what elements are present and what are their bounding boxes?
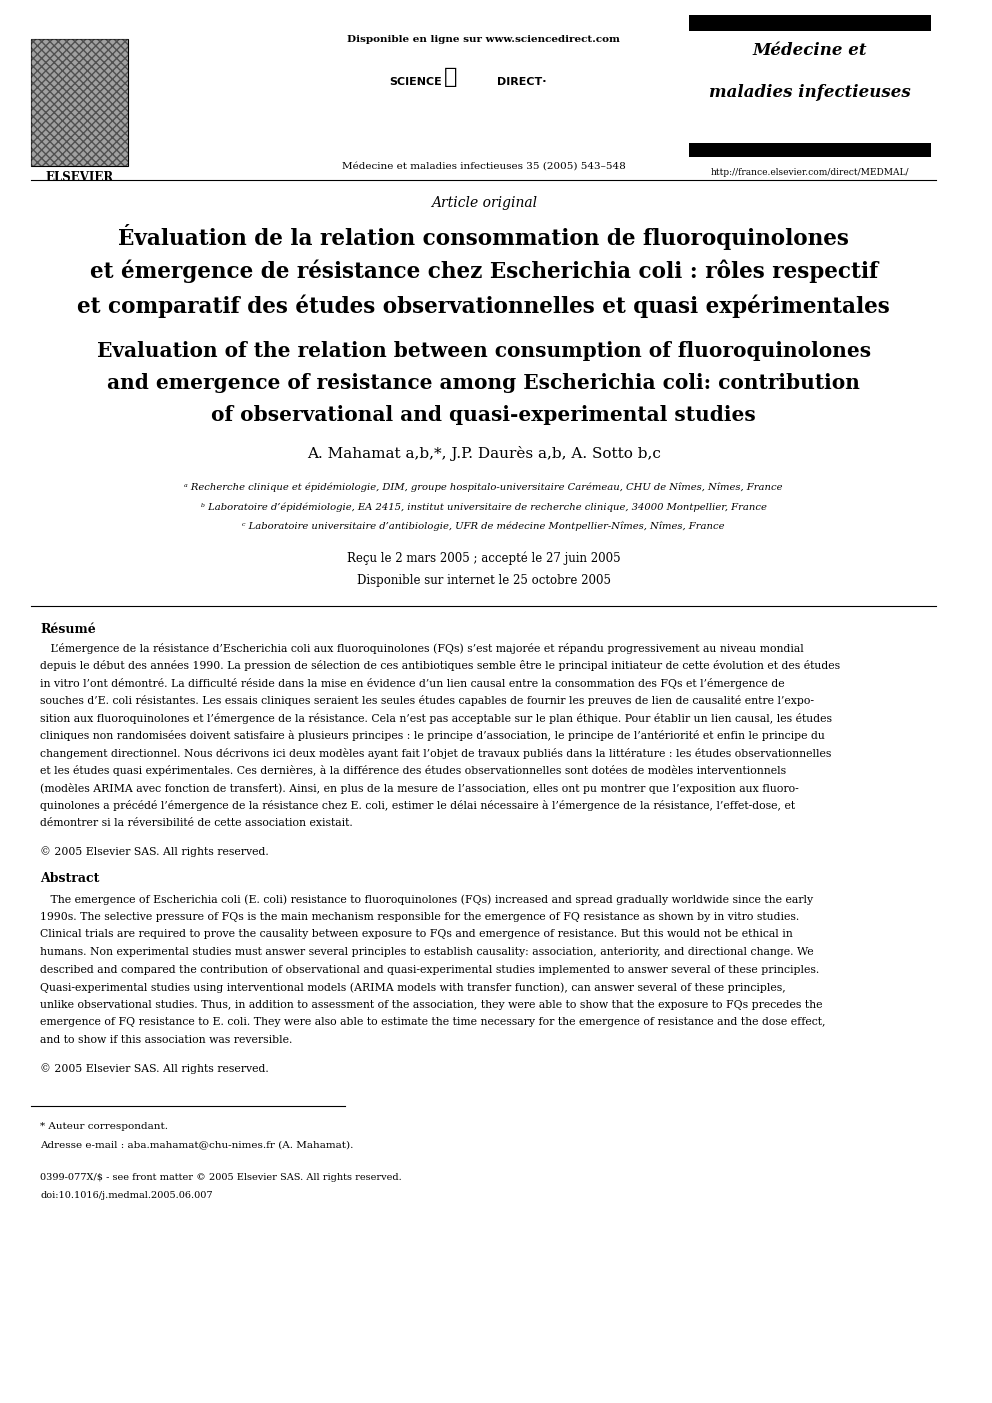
Text: A. Mahamat a,b,*, J.P. Daurès a,b, A. Sotto b,c: A. Mahamat a,b,*, J.P. Daurès a,b, A. So… xyxy=(307,446,661,462)
Text: sition aux fluoroquinolones et l’émergence de la résistance. Cela n’est pas acce: sition aux fluoroquinolones et l’émergen… xyxy=(41,713,832,724)
Text: Médecine et maladies infectieuses 35 (2005) 543–548: Médecine et maladies infectieuses 35 (20… xyxy=(342,161,626,170)
Text: SCIENCE: SCIENCE xyxy=(389,77,442,87)
Text: depuis le début des années 1990. La pression de sélection de ces antibiotiques s: depuis le début des années 1990. La pres… xyxy=(41,661,840,671)
Text: cliniques non randomisées doivent satisfaire à plusieurs principes : le principe: cliniques non randomisées doivent satisf… xyxy=(41,730,825,741)
Text: humans. Non experimental studies must answer several principles to establish cau: humans. Non experimental studies must an… xyxy=(41,947,814,957)
Text: Abstract: Abstract xyxy=(41,873,100,885)
Text: ᶜ Laboratoire universitaire d’antibiologie, UFR de médecine Montpellier-Nîmes, N: ᶜ Laboratoire universitaire d’antibiolog… xyxy=(242,522,725,532)
Text: and to show if this association was reversible.: and to show if this association was reve… xyxy=(41,1035,293,1045)
Bar xyxy=(31,39,128,166)
Text: souches d’E. coli résistantes. Les essais cliniques seraient les seules études c: souches d’E. coli résistantes. Les essai… xyxy=(41,696,814,706)
Text: Article original: Article original xyxy=(431,196,537,210)
Text: © 2005 Elsevier SAS. All rights reserved.: © 2005 Elsevier SAS. All rights reserved… xyxy=(41,847,269,857)
Text: emergence of FQ resistance to E. coli. They were also able to estimate the time : emergence of FQ resistance to E. coli. T… xyxy=(41,1017,826,1027)
Text: and emergence of resistance among Escherichia coli: contribution: and emergence of resistance among Escher… xyxy=(107,373,860,393)
Text: Adresse e-mail : aba.mahamat@chu-nimes.fr (A. Mahamat).: Adresse e-mail : aba.mahamat@chu-nimes.f… xyxy=(41,1141,354,1149)
Text: L’émergence de la résistance d’Escherichia coli aux fluoroquinolones (FQs) s’est: L’émergence de la résistance d’Escherich… xyxy=(41,643,805,654)
Text: 1990s. The selective pressure of FQs is the main mechanism responsible for the e: 1990s. The selective pressure of FQs is … xyxy=(41,912,800,922)
Text: described and compared the contribution of observational and quasi-experimental : described and compared the contribution … xyxy=(41,965,819,975)
Text: (modèles ARIMA avec fonction de transfert). Ainsi, en plus de la mesure de l’ass: (modèles ARIMA avec fonction de transfer… xyxy=(41,783,800,794)
Text: doi:10.1016/j.medmal.2005.06.007: doi:10.1016/j.medmal.2005.06.007 xyxy=(41,1191,213,1200)
Text: Médecine et: Médecine et xyxy=(752,42,867,59)
Text: in vitro l’ont démontré. La difficulté réside dans la mise en évidence d’un lien: in vitro l’ont démontré. La difficulté r… xyxy=(41,678,785,689)
Bar xyxy=(31,39,128,166)
Text: démontrer si la réversibilité de cette association existait.: démontrer si la réversibilité de cette a… xyxy=(41,818,353,828)
Text: Evaluation of the relation between consumption of fluoroquinolones: Evaluation of the relation between consu… xyxy=(96,341,871,361)
Text: http://france.elsevier.com/direct/MEDMAL/: http://france.elsevier.com/direct/MEDMAL… xyxy=(710,168,909,177)
Text: Évaluation de la relation consommation de fluoroquinolones: Évaluation de la relation consommation d… xyxy=(118,224,849,251)
Text: Résumé: Résumé xyxy=(41,623,96,636)
Text: et comparatif des études observationnelles et quasi expérimentales: et comparatif des études observationnell… xyxy=(77,295,890,318)
Bar xyxy=(688,15,930,31)
Text: Reçu le 2 mars 2005 ; accepté le 27 juin 2005: Reçu le 2 mars 2005 ; accepté le 27 juin… xyxy=(347,551,620,565)
Text: changement directionnel. Nous décrivons ici deux modèles ayant fait l’objet de t: changement directionnel. Nous décrivons … xyxy=(41,748,832,759)
Text: 0399-077X/$ - see front matter © 2005 Elsevier SAS. All rights reserved.: 0399-077X/$ - see front matter © 2005 El… xyxy=(41,1173,402,1181)
Text: Quasi-experimental studies using interventional models (ARIMA models with transf: Quasi-experimental studies using interve… xyxy=(41,982,787,993)
Text: Clinical trials are required to prove the causality between exposure to FQs and : Clinical trials are required to prove th… xyxy=(41,930,794,940)
Text: The emergence of Escherichia coli (E. coli) resistance to fluoroquinolones (FQs): The emergence of Escherichia coli (E. co… xyxy=(41,895,813,905)
Text: unlike observational studies. Thus, in addition to assessment of the association: unlike observational studies. Thus, in a… xyxy=(41,1000,823,1010)
Text: quinolones a précédé l’émergence de la résistance chez E. coli, estimer le délai: quinolones a précédé l’émergence de la r… xyxy=(41,801,796,811)
Text: * Auteur correspondant.: * Auteur correspondant. xyxy=(41,1122,169,1131)
Text: ELSEVIER: ELSEVIER xyxy=(46,171,113,184)
Text: Disponible en ligne sur www.sciencedirect.com: Disponible en ligne sur www.sciencedirec… xyxy=(347,35,620,43)
Text: © 2005 Elsevier SAS. All rights reserved.: © 2005 Elsevier SAS. All rights reserved… xyxy=(41,1063,269,1075)
Bar xyxy=(688,143,930,157)
Text: ᵇ Laboratoire d’épidémiologie, EA 2415, institut universitaire de recherche clin: ᵇ Laboratoire d’épidémiologie, EA 2415, … xyxy=(200,502,767,512)
Text: of observational and quasi-experimental studies: of observational and quasi-experimental … xyxy=(211,405,756,425)
Text: DIRECT·: DIRECT· xyxy=(497,77,547,87)
Text: ᵃ Recherche clinique et épidémiologie, DIM, groupe hospitalo-universitaire Carém: ᵃ Recherche clinique et épidémiologie, D… xyxy=(185,483,783,492)
Text: et les études quasi expérimentales. Ces dernières, à la différence des études ob: et les études quasi expérimentales. Ces … xyxy=(41,766,787,776)
Text: ⓐ: ⓐ xyxy=(444,67,457,87)
Text: et émergence de résistance chez Escherichia coli : rôles respectif: et émergence de résistance chez Escheric… xyxy=(89,260,878,283)
Text: Disponible sur internet le 25 octobre 2005: Disponible sur internet le 25 octobre 20… xyxy=(357,574,611,586)
Text: maladies infectieuses: maladies infectieuses xyxy=(708,84,911,101)
